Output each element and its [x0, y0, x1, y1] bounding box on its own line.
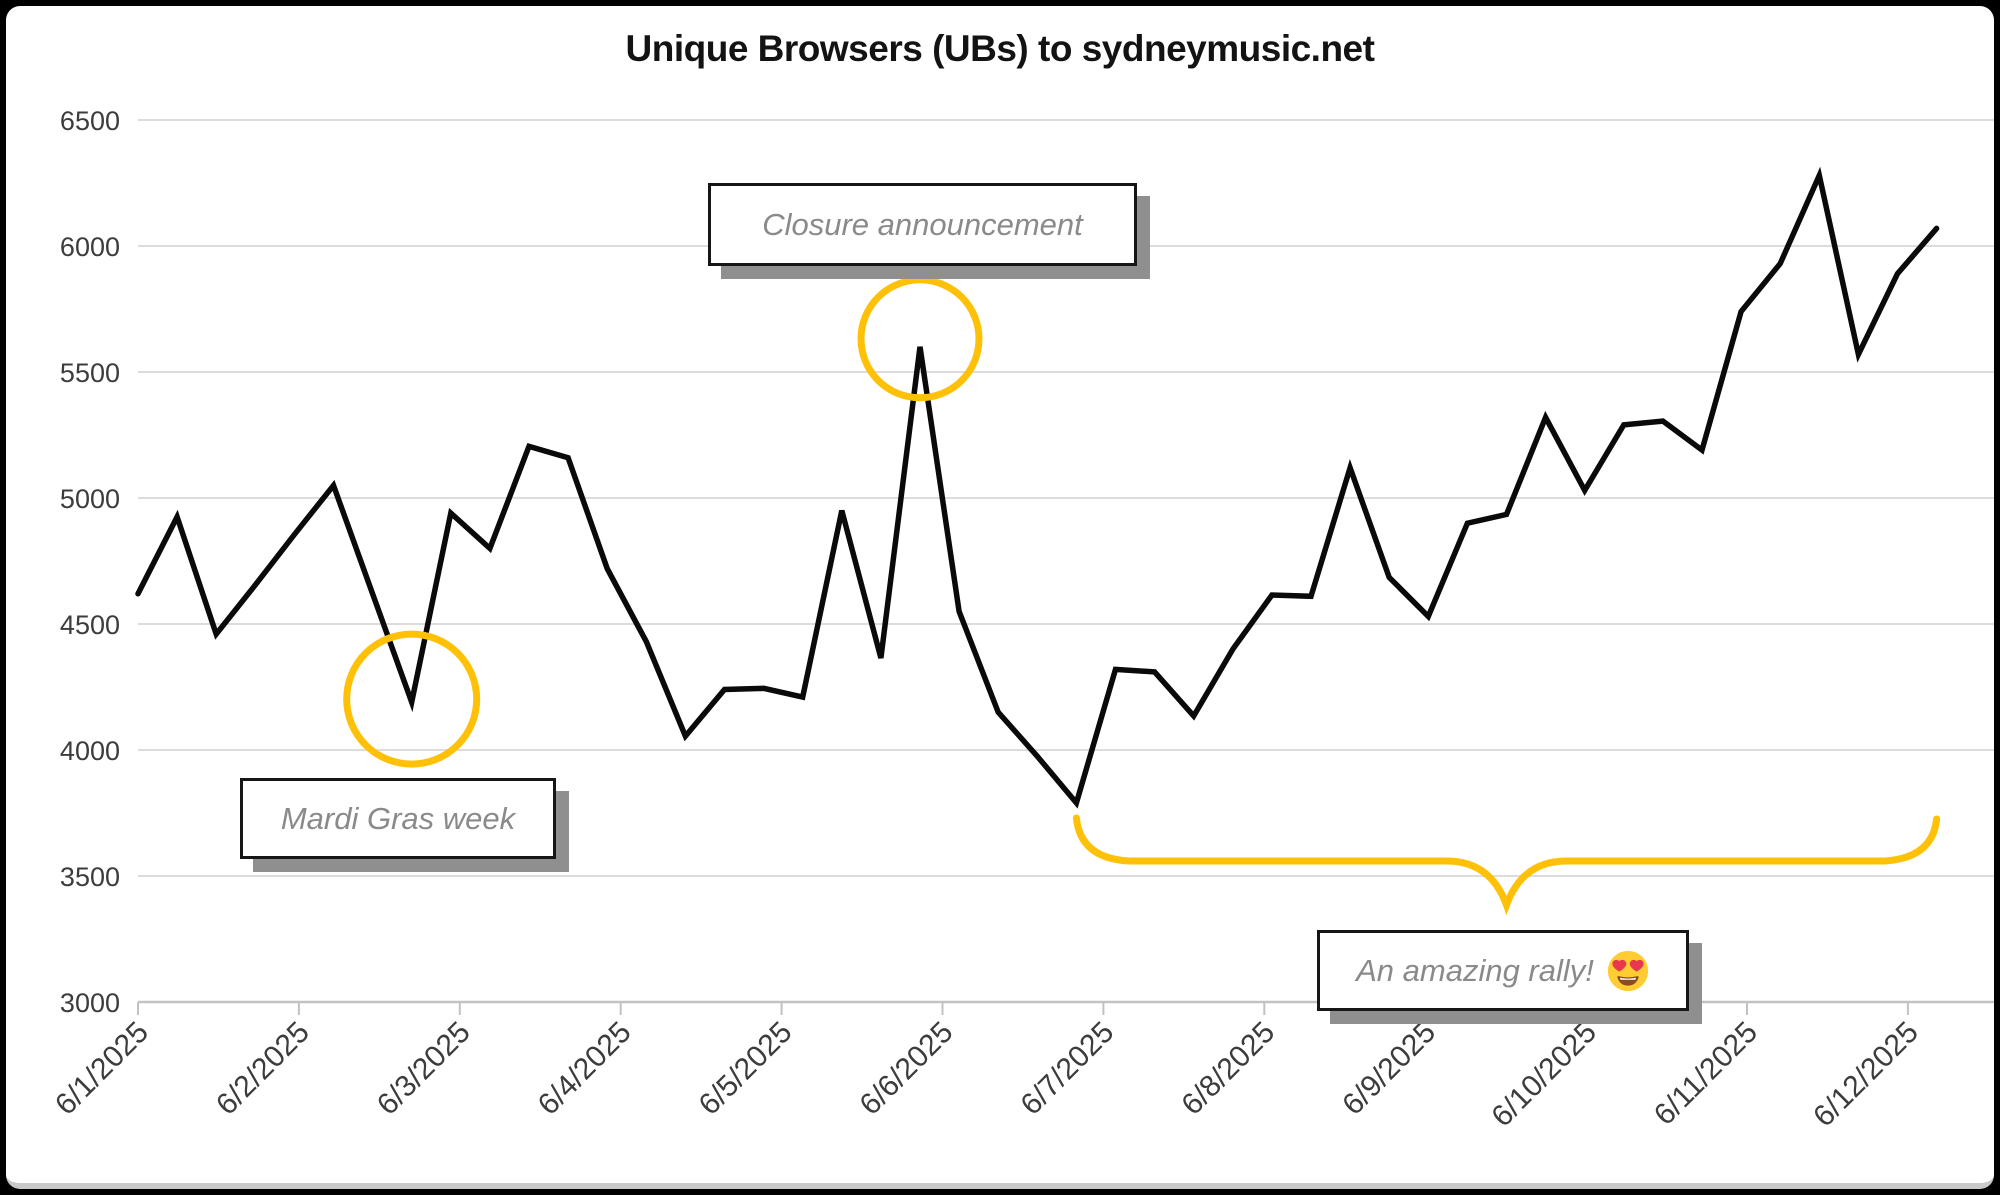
mardi-gras-annotation-box: Mardi Gras week	[240, 778, 556, 859]
svg-text:6/7/2025: 6/7/2025	[1014, 1016, 1120, 1122]
data-series-line	[135, 166, 1940, 809]
y-axis-tick-label: 4000	[60, 736, 120, 766]
chart-title: Unique Browsers (UBs) to sydneymusic.net	[625, 28, 1375, 69]
heart-eyes-emoji	[1606, 949, 1650, 993]
svg-text:6/5/2025: 6/5/2025	[693, 1016, 799, 1122]
closure-circle-annotation	[857, 276, 983, 402]
svg-text:6/6/2025: 6/6/2025	[854, 1016, 960, 1122]
x-axis-tick-label: 6/12/2025	[1807, 1016, 1925, 1134]
y-axis-tick-label: 3500	[60, 862, 120, 892]
x-axis-tick-label: 6/11/2025	[1648, 1016, 1764, 1132]
svg-text:6/11/2025: 6/11/2025	[1648, 1016, 1764, 1132]
x-axis-tick-label: 6/7/2025	[1014, 1016, 1120, 1122]
rally-annotation-box: An amazing rally!	[1317, 930, 1689, 1011]
svg-text:6/1/2025: 6/1/2025	[49, 1016, 155, 1122]
closure-annotation-label: Closure announcement	[762, 206, 1083, 242]
rally-annotation-label: An amazing rally!	[1356, 952, 1594, 988]
y-axis-tick-label: 6500	[60, 106, 120, 136]
y-axis-tick-label: 3000	[60, 988, 120, 1018]
svg-text:6/3/2025: 6/3/2025	[371, 1016, 477, 1122]
svg-text:6/9/2025: 6/9/2025	[1336, 1016, 1442, 1122]
x-axis-tick-label: 6/3/2025	[371, 1016, 477, 1122]
svg-text:6/8/2025: 6/8/2025	[1175, 1016, 1281, 1122]
svg-text:6/10/2025: 6/10/2025	[1485, 1016, 1603, 1134]
x-axis-tick-label: 6/1/2025	[49, 1016, 155, 1122]
svg-text:6/2/2025: 6/2/2025	[210, 1016, 316, 1122]
mardi-circle-annotation	[343, 630, 481, 768]
svg-text:6/4/2025: 6/4/2025	[532, 1016, 638, 1122]
mardi-gras-annotation-label: Mardi Gras week	[280, 800, 516, 836]
x-axis-tick-label: 6/6/2025	[854, 1016, 960, 1122]
y-axis-tick-label: 4500	[60, 610, 120, 640]
y-axis-tick-label: 6000	[60, 232, 120, 262]
chart-card: 3000 3500 4000 4500 5000 5500 6000 6500 6/1/2025…	[6, 6, 1994, 1189]
x-axis-tick-label: 6/9/2025	[1336, 1016, 1442, 1122]
svg-text:6/12/2025: 6/12/2025	[1807, 1016, 1925, 1134]
x-axis-tick-label: 6/8/2025	[1175, 1016, 1281, 1122]
rally-brace-annotation	[1072, 814, 1941, 916]
x-axis-tick-label: 6/4/2025	[532, 1016, 638, 1122]
x-axis-tick-label: 6/2/2025	[210, 1016, 316, 1122]
x-axis-tick-label: 6/10/2025	[1485, 1016, 1603, 1134]
y-axis-tick-label: 5500	[60, 358, 120, 388]
x-axis-tick-label: 6/5/2025	[693, 1016, 799, 1122]
closure-annotation-box: Closure announcement	[708, 183, 1137, 266]
y-axis-tick-label: 5000	[60, 484, 120, 514]
